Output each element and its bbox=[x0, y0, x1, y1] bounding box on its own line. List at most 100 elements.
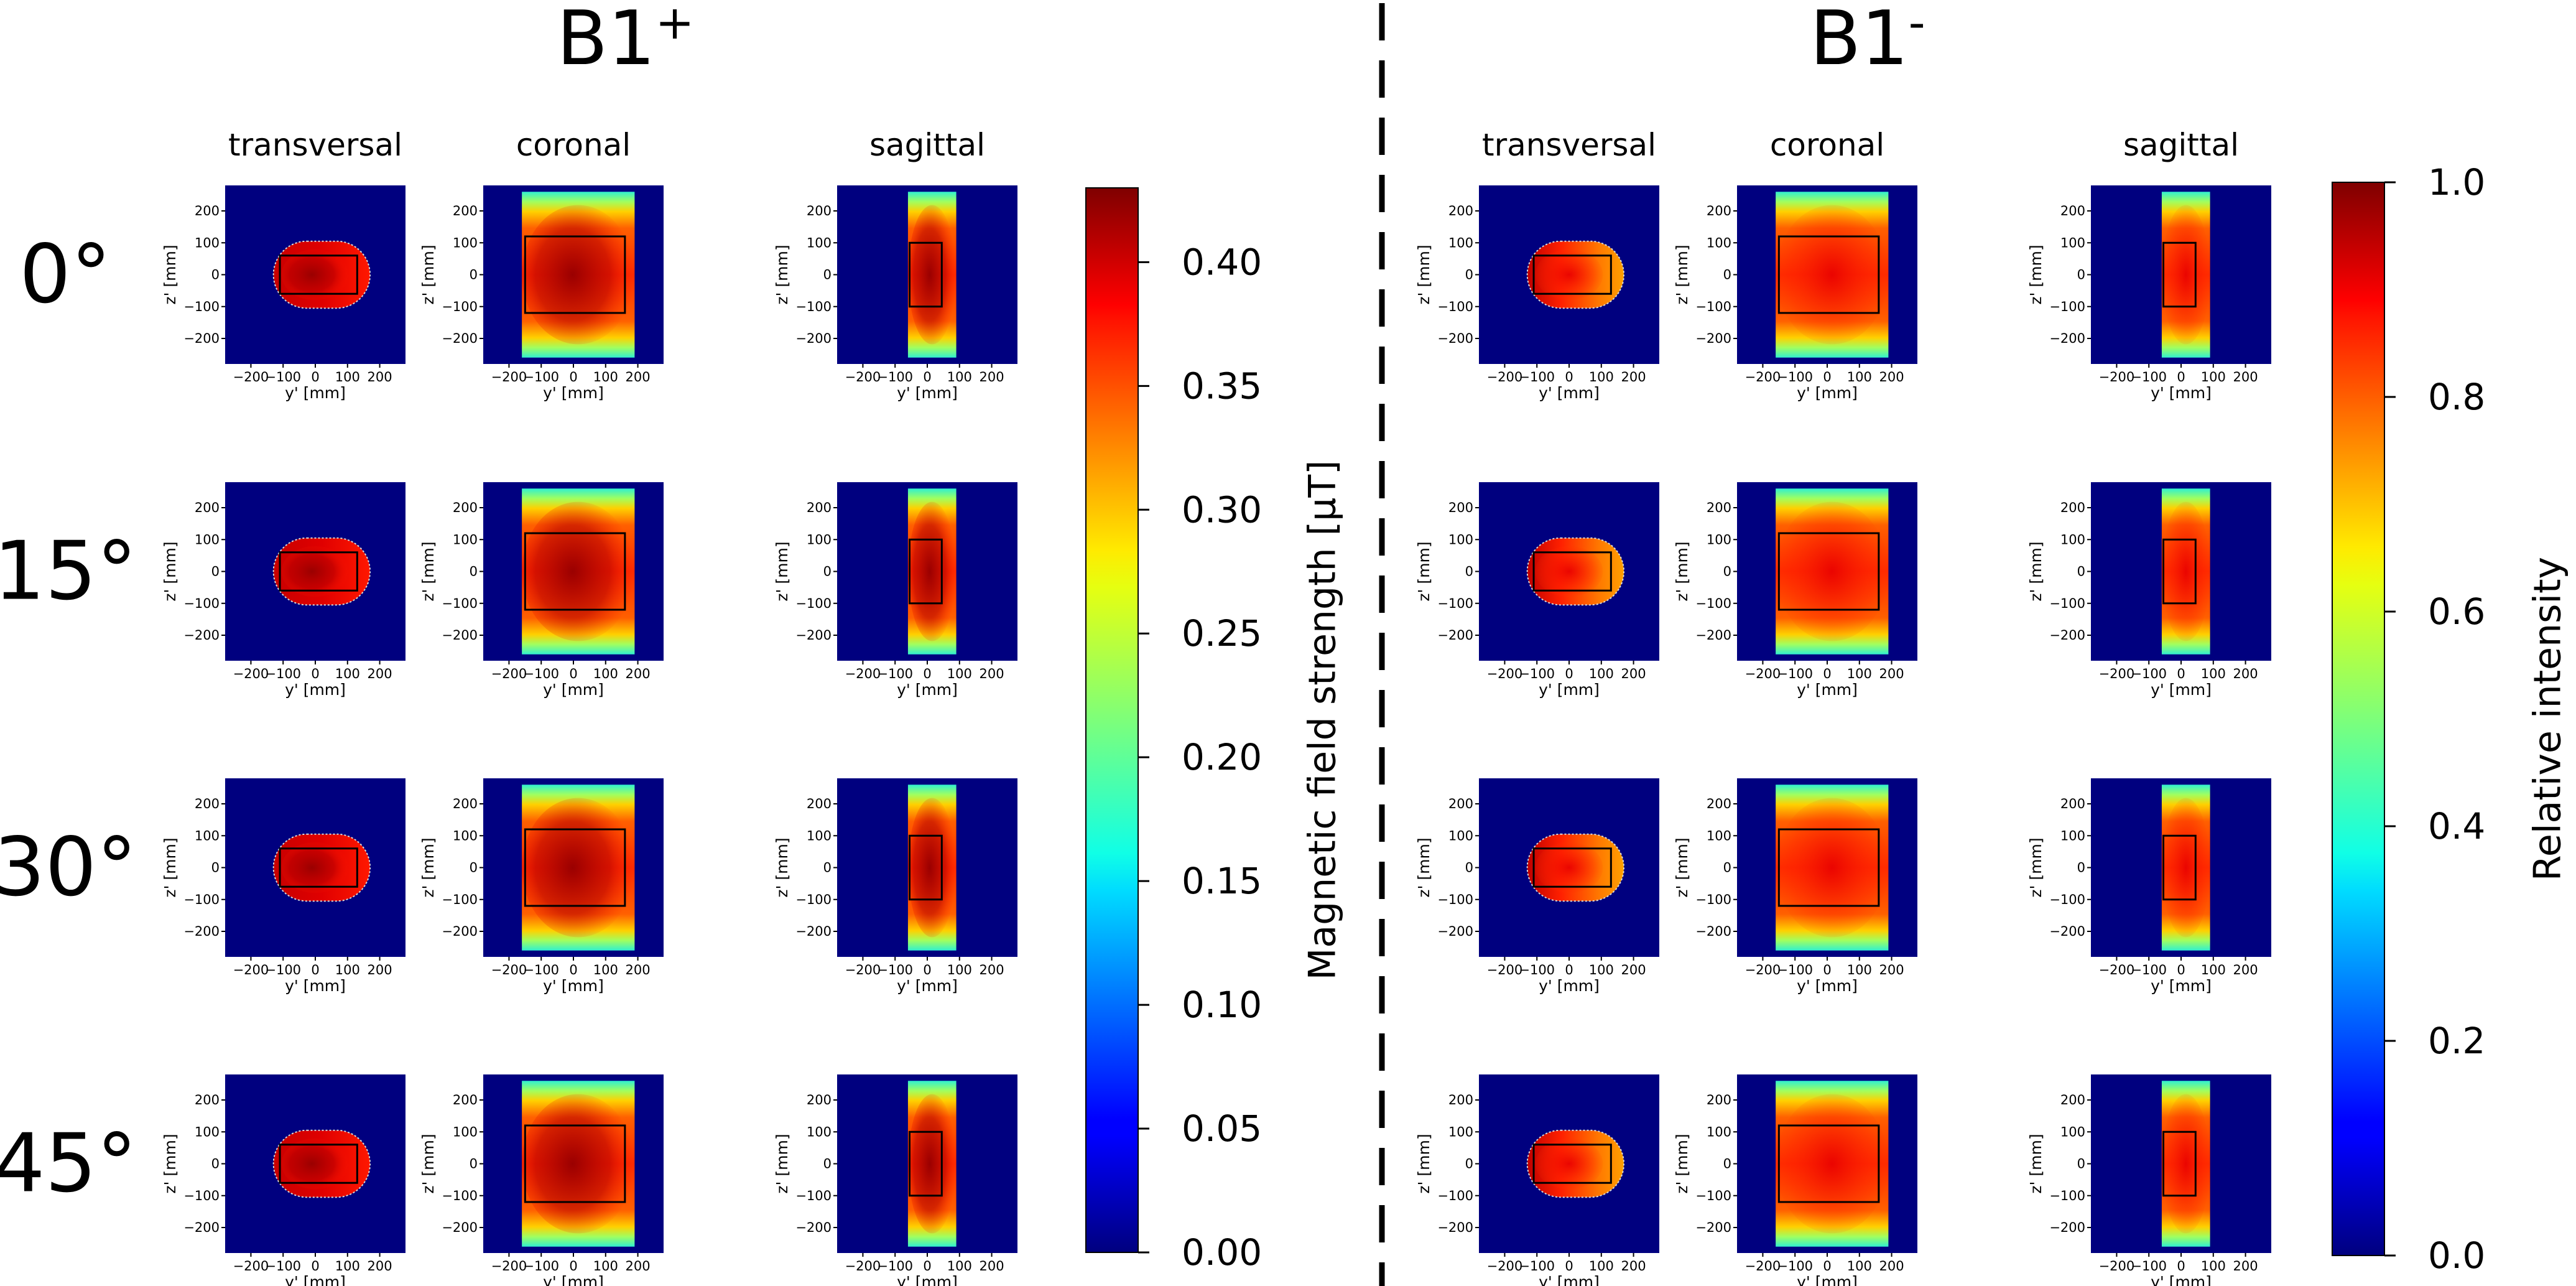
x-axis-label: y' [mm] bbox=[897, 384, 958, 402]
y-tick-label: 0 bbox=[211, 268, 220, 282]
x-tick-label: 200 bbox=[1879, 962, 1904, 977]
x-tick-label: 100 bbox=[2201, 666, 2226, 681]
y-tick-label: 0 bbox=[2077, 268, 2085, 282]
y-tick-label: 0 bbox=[823, 860, 832, 875]
roi-box bbox=[524, 828, 626, 907]
y-tick-label: 200 bbox=[453, 203, 478, 218]
panel-title-superscript: + bbox=[655, 0, 695, 50]
subplot-grid: transversal coronal sagittal−200−100 0 100 20… bbox=[0, 127, 2271, 1286]
y-axis-label: z' [mm] bbox=[419, 541, 437, 601]
row-label-2: 30° bbox=[0, 820, 137, 915]
y-tick-label: −200 bbox=[795, 331, 832, 346]
roi-box bbox=[1777, 235, 1880, 314]
view-label-transversal: transversal bbox=[1482, 127, 1656, 163]
panel-title-superscript: - bbox=[1908, 0, 1925, 50]
y-tick-label: 0 bbox=[1723, 860, 1731, 875]
x-tick-label: −100 bbox=[1777, 1259, 1813, 1274]
x-axis-label: y' [mm] bbox=[1797, 384, 1858, 402]
y-tick-label: 200 bbox=[195, 796, 220, 811]
x-tick-label: −200 bbox=[1487, 1259, 1523, 1274]
field-core bbox=[522, 798, 635, 938]
y-tick-label: 0 bbox=[2077, 564, 2085, 579]
x-tick-label: 0 bbox=[2177, 1259, 2185, 1274]
x-axis-label: y' [mm] bbox=[285, 681, 346, 699]
x-tick-label: 100 bbox=[1847, 962, 1872, 977]
x-tick-label: 0 bbox=[1565, 666, 1573, 681]
x-tick-label: 100 bbox=[593, 370, 618, 384]
x-tick-label: 0 bbox=[2177, 666, 2185, 681]
panel-1: transversal coronal sagittal−200−100 0 100 20… bbox=[1415, 127, 2271, 1286]
x-tick-label: −100 bbox=[523, 962, 559, 977]
colorbar-tick-label: 0.4 bbox=[2428, 805, 2485, 847]
x-tick-label: −200 bbox=[233, 370, 269, 384]
y-tick-label: 200 bbox=[1448, 796, 1473, 811]
x-axis-label: y' [mm] bbox=[897, 681, 958, 699]
y-tick-label: 100 bbox=[453, 235, 478, 250]
y-tick-label: −100 bbox=[795, 299, 832, 314]
y-tick-label: −100 bbox=[2049, 892, 2085, 907]
panel-title-b1-minus: B1- bbox=[1810, 0, 1925, 82]
field-core bbox=[907, 205, 957, 345]
x-tick-label: −100 bbox=[523, 1259, 559, 1274]
y-tick-label: −100 bbox=[2049, 1188, 2085, 1203]
row-label-1: 15° bbox=[0, 524, 137, 618]
y-axis-label: z' [mm] bbox=[1673, 541, 1691, 601]
x-tick-label: 0 bbox=[311, 370, 319, 384]
y-tick-label: 200 bbox=[2060, 796, 2085, 811]
y-tick-label: −100 bbox=[2049, 596, 2085, 611]
roi-box bbox=[524, 532, 626, 611]
y-tick-label: 100 bbox=[1448, 828, 1473, 843]
x-tick-label: −200 bbox=[1745, 370, 1781, 384]
row-label-3: 45° bbox=[0, 1116, 137, 1211]
y-tick-label: 200 bbox=[1448, 1093, 1473, 1107]
y-axis-label: z' [mm] bbox=[419, 245, 437, 304]
x-tick-label: 200 bbox=[980, 666, 1004, 681]
x-tick-label: 200 bbox=[1621, 666, 1646, 681]
y-tick-label: 200 bbox=[1707, 500, 1731, 515]
x-tick-label: 0 bbox=[2177, 962, 2185, 977]
x-tick-label: −200 bbox=[233, 962, 269, 977]
y-tick-label: −200 bbox=[442, 924, 478, 939]
x-axis-label: y' [mm] bbox=[2151, 977, 2212, 995]
y-tick-label: −200 bbox=[1695, 628, 1731, 643]
x-axis-label: y' [mm] bbox=[1797, 1273, 1858, 1286]
y-tick-label: 100 bbox=[2060, 828, 2085, 843]
x-tick-label: 200 bbox=[2233, 666, 2258, 681]
y-tick-label: −100 bbox=[1695, 299, 1731, 314]
x-tick-label: 200 bbox=[1879, 666, 1904, 681]
roi-box bbox=[2162, 538, 2197, 605]
x-tick-label: −100 bbox=[877, 1259, 913, 1274]
y-tick-label: 200 bbox=[1448, 203, 1473, 218]
y-tick-label: −100 bbox=[1437, 1188, 1473, 1203]
y-tick-label: 0 bbox=[1723, 564, 1731, 579]
x-tick-label: −100 bbox=[877, 666, 913, 681]
x-tick-label: 100 bbox=[1847, 1259, 1872, 1274]
roi-box bbox=[1532, 847, 1612, 888]
x-tick-label: −200 bbox=[1487, 666, 1523, 681]
y-tick-label: 0 bbox=[470, 860, 478, 875]
y-tick-label: −200 bbox=[442, 1220, 478, 1235]
x-tick-label: −200 bbox=[491, 666, 527, 681]
x-tick-label: 200 bbox=[1621, 370, 1646, 384]
y-tick-label: −200 bbox=[1437, 331, 1473, 346]
y-tick-label: −200 bbox=[2049, 924, 2085, 939]
x-tick-label: 100 bbox=[947, 370, 972, 384]
y-axis-label: z' [mm] bbox=[773, 1134, 791, 1193]
x-tick-label: −100 bbox=[1519, 370, 1555, 384]
view-label-sagittal: sagittal bbox=[2123, 127, 2239, 163]
y-tick-label: −100 bbox=[1437, 892, 1473, 907]
x-tick-label: −100 bbox=[265, 370, 301, 384]
x-tick-label: 100 bbox=[2201, 962, 2226, 977]
y-axis-label: z' [mm] bbox=[161, 541, 179, 601]
colorbar-gradient bbox=[2332, 182, 2385, 1256]
roi-box bbox=[1532, 1144, 1612, 1184]
x-tick-label: 0 bbox=[569, 370, 577, 384]
y-axis-label: z' [mm] bbox=[773, 837, 791, 897]
y-axis-label: z' [mm] bbox=[1673, 245, 1691, 304]
x-tick-label: −200 bbox=[1745, 962, 1781, 977]
